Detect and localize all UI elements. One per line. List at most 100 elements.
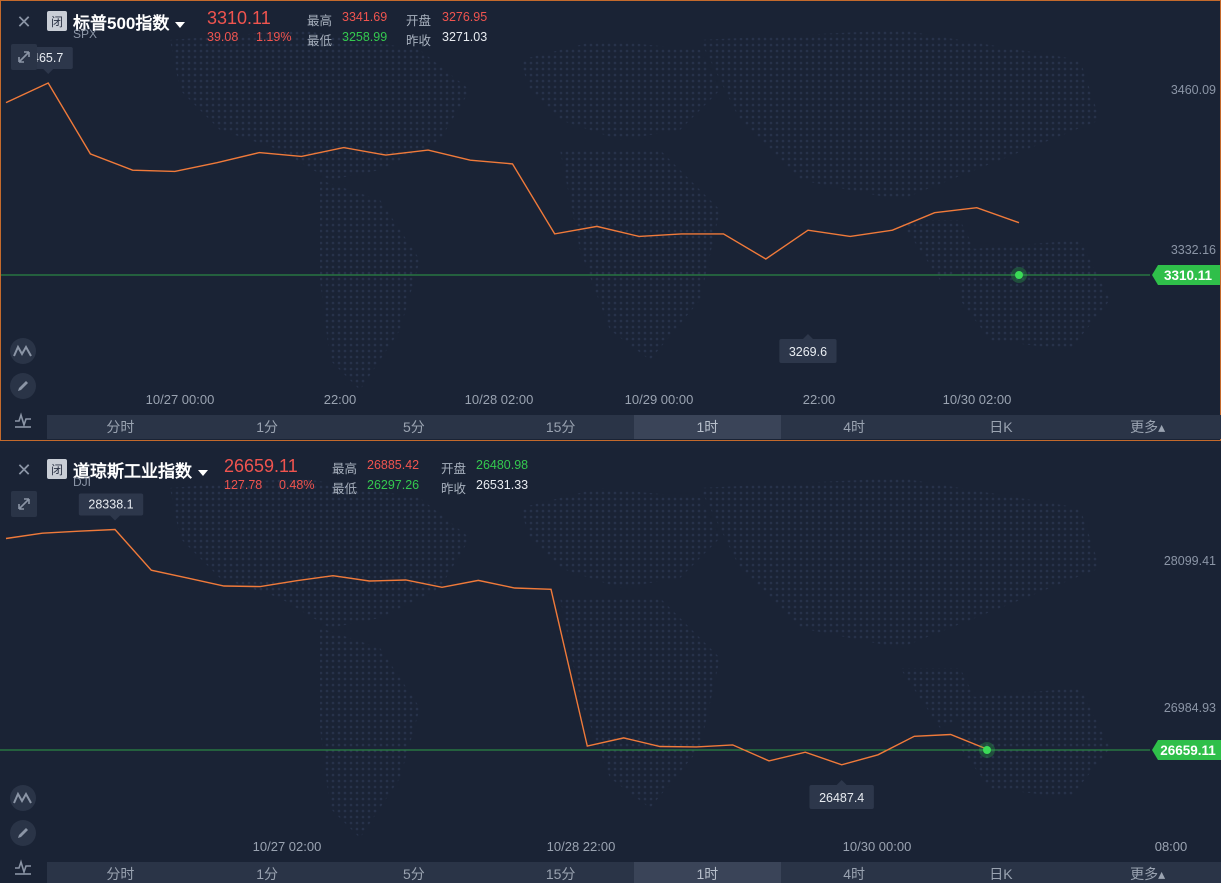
expand-icon[interactable] [11,491,37,517]
prev-close-value: 26531.33 [476,478,529,492]
tab-timeframe[interactable]: 15分 [545,866,576,882]
open-label: 开盘 [406,14,432,28]
data-point [949,733,953,737]
tab-more[interactable]: 更多▴ [1130,419,1166,435]
prev-close-value: 3271.03 [442,30,488,44]
data-point [4,536,8,540]
x-tick-label: 22:00 [803,392,836,407]
close-icon[interactable]: ✕ [16,11,32,32]
data-point [88,152,92,156]
tab-timeframe[interactable]: 1分 [256,419,279,435]
data-point [257,151,261,155]
dji-chart-panel: 28099.41 26984.93 10/27 02:00 10/28 22:00 10… [0,448,1221,883]
tab-more[interactable]: 更多▴ [1130,866,1166,882]
data-point [876,753,880,757]
prev-close-label: 昨收 [406,34,432,48]
data-point [222,584,226,588]
data-point [549,587,553,591]
open-value: 3276.95 [442,10,488,24]
tab-timeframe-active[interactable]: 1时 [634,862,781,883]
data-point [299,154,303,158]
tab-timeframe[interactable]: 分时 [106,419,135,435]
x-tick-label: 10/29 00:00 [625,392,694,407]
y-tick-label: 3460.09 [1171,83,1216,97]
instrument-name-dropdown[interactable]: 标普500指数 [73,9,186,34]
max-price-marker: 28338.1 [78,493,144,521]
x-tick-label: 10/28 02:00 [465,392,534,407]
data-point [912,734,916,738]
data-point [840,763,844,767]
series-line [5,82,1020,260]
price-change-pct: 1.19% [256,30,292,44]
price-change: 127.78 [224,478,263,492]
svg-text:3269.6: 3269.6 [789,345,827,359]
tab-timeframe[interactable]: 15分 [545,419,576,435]
data-point [848,234,852,238]
low-label: 最低 [332,482,358,496]
data-point [679,232,683,236]
spx-line-chart[interactable]: 3460.09 3332.16 10/27 00:00 22:00 10/28 02:0… [0,0,1221,441]
x-tick-label: 10/27 00:00 [146,392,215,407]
data-point [731,743,735,747]
low-value: 26297.26 [367,478,420,492]
pencil-icon[interactable] [10,373,36,399]
data-point [384,153,388,157]
data-point [513,586,517,590]
line-chart-icon[interactable] [10,407,36,433]
tab-timeframe[interactable]: 日K [989,866,1013,882]
x-tick-label: 10/30 02:00 [943,392,1012,407]
price-change: 39.08 [207,30,239,44]
data-point [975,206,979,210]
data-point [149,568,153,572]
last-point-dot [983,746,991,754]
data-point [764,257,768,261]
data-point [215,161,219,165]
data-point [476,578,480,582]
indicator-icon[interactable] [10,338,36,364]
data-point [622,736,626,740]
line-chart-icon[interactable] [10,854,36,880]
series-line [5,528,988,766]
data-point [331,574,335,578]
world-map-background [170,30,1110,390]
data-point [295,579,299,583]
dji-line-chart[interactable]: 28099.41 26984.93 10/27 02:00 10/28 22:00 10… [0,448,1221,883]
instrument-symbol: SPX [73,27,98,41]
data-point [342,146,346,150]
close-icon[interactable]: ✕ [16,459,32,480]
data-point [694,745,698,749]
last-price: 3310.11 [207,8,271,28]
data-point [803,750,807,754]
tab-timeframe[interactable]: 5分 [402,866,425,882]
high-label: 最高 [307,14,333,28]
tab-timeframe-active[interactable]: 1时 [634,415,781,439]
indicator-icon[interactable] [10,785,36,811]
data-point [440,585,444,589]
high-value: 3341.69 [342,10,388,24]
last-price: 26659.11 [224,456,298,476]
data-point [367,579,371,583]
data-point [113,528,117,532]
svg-text:26487.4: 26487.4 [819,791,864,805]
expand-icon[interactable] [11,44,37,70]
data-point [186,576,190,580]
tab-timeframe[interactable]: 4时 [843,419,866,435]
data-point [426,148,430,152]
tab-timeframe[interactable]: 5分 [402,419,425,435]
svg-text:28338.1: 28338.1 [88,498,133,512]
low-label: 最低 [307,34,333,48]
tab-timeframe[interactable]: 日K [989,419,1013,435]
tab-timeframe[interactable]: 4时 [843,866,866,882]
market-closed-badge: 闭 [47,11,67,31]
data-point [468,158,472,162]
low-value: 3258.99 [342,30,388,44]
data-point [585,744,589,748]
instrument-name-dropdown[interactable]: 道琼斯工业指数 [73,457,208,482]
current-price-tag: 26659.11 [1152,740,1221,760]
world-map-background [170,478,1110,838]
pencil-icon[interactable] [10,820,36,846]
tab-timeframe[interactable]: 1分 [256,866,279,882]
tab-timeframe[interactable]: 分时 [106,866,135,882]
data-point [890,228,894,232]
high-label: 最高 [332,462,358,476]
